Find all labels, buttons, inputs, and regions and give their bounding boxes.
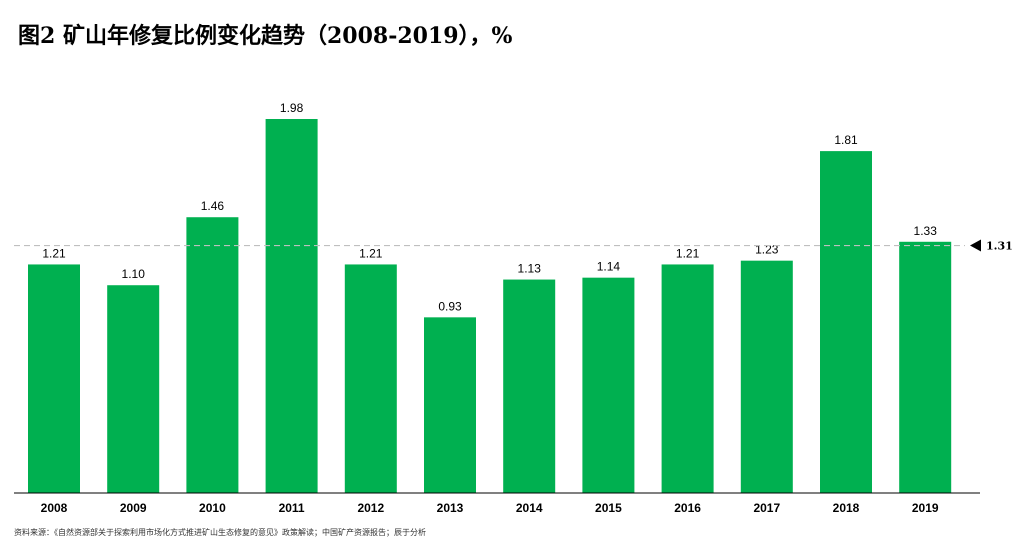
bar-2014	[503, 279, 556, 493]
x-tick-2013: 2013	[437, 501, 464, 515]
source-note: 资料来源：《自然资源部关于探索利用市场化方式推进矿山生态修复的意见》政策解读；中…	[14, 528, 426, 537]
x-tick-2012: 2012	[357, 501, 384, 515]
value-label-2008: 1.21	[42, 246, 66, 260]
x-tick-2017: 2017	[753, 501, 780, 515]
x-tick-2011: 2011	[279, 501, 305, 515]
x-tick-2014: 2014	[516, 501, 543, 515]
value-label-2018: 1.81	[834, 133, 858, 147]
value-label-2016: 1.21	[676, 246, 700, 260]
x-tick-2015: 2015	[595, 501, 622, 515]
bar-2008	[28, 264, 80, 493]
value-label-2017: 1.23	[755, 243, 779, 257]
bar-2015	[582, 277, 635, 493]
value-label-2015: 1.14	[597, 260, 621, 274]
x-tick-2009: 2009	[120, 501, 147, 515]
value-label-2019: 1.33	[914, 224, 938, 238]
bar-2012	[344, 264, 397, 493]
x-tick-2010: 2010	[199, 501, 226, 515]
x-tick-2018: 2018	[833, 501, 860, 515]
x-tick-2019: 2019	[912, 501, 939, 515]
reference-marker-icon	[970, 239, 981, 252]
value-label-2014: 1.13	[518, 262, 542, 276]
x-tick-2008: 2008	[41, 501, 68, 515]
bar-2016	[661, 264, 714, 493]
value-label-2013: 0.93	[438, 299, 462, 313]
value-label-2009: 1.10	[122, 267, 146, 281]
value-label-2012: 1.21	[359, 246, 383, 260]
x-tick-2016: 2016	[674, 501, 701, 515]
value-label-2011: 1.98	[280, 101, 304, 115]
reference-label: 1.31	[986, 240, 1013, 253]
bar-2011	[265, 119, 318, 493]
bar-2019	[899, 241, 952, 493]
bar-2017	[740, 260, 793, 493]
bar-2010	[186, 217, 239, 493]
bar-2018	[820, 151, 872, 493]
value-label-2010: 1.46	[201, 199, 225, 213]
chart-title: 图2 矿山年修复比例变化趋势（2008-2019），%	[18, 23, 513, 49]
bar-2013	[424, 317, 476, 493]
bar-2009	[107, 285, 160, 493]
